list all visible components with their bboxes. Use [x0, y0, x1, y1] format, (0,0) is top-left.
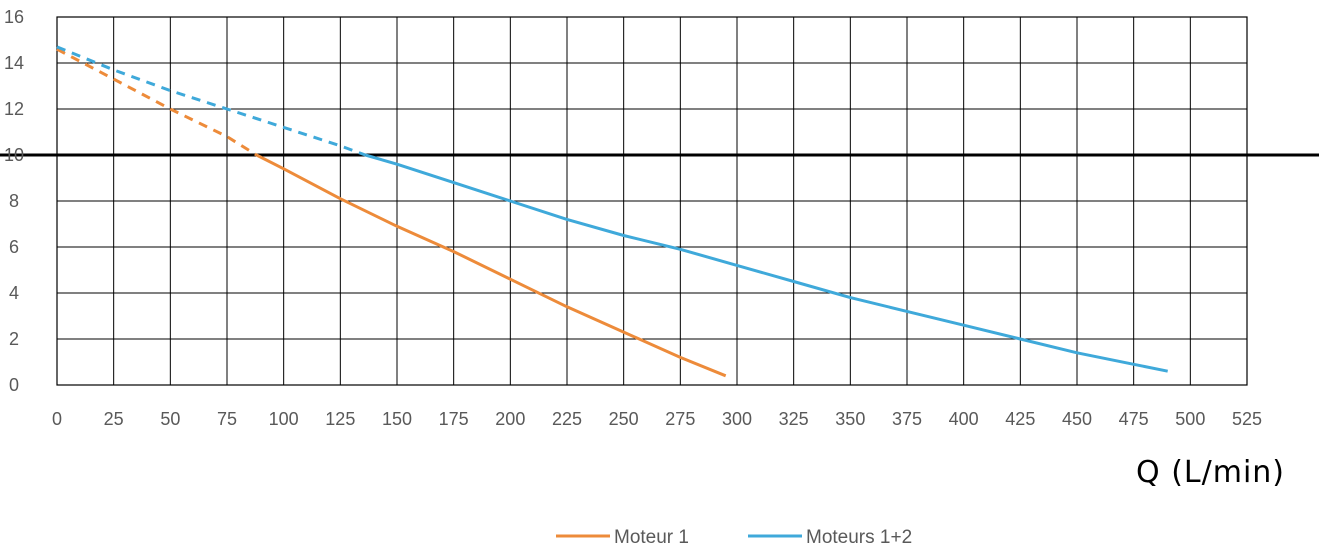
x-tick-label: 100 [269, 409, 299, 429]
y-tick-label: 6 [9, 237, 19, 257]
series-2-dashed-line [56, 45, 366, 157]
y-tick-label: 4 [9, 283, 19, 303]
x-tick-label: 475 [1119, 409, 1149, 429]
y-tick-label: 8 [9, 191, 19, 211]
x-tick-label: 125 [325, 409, 355, 429]
x-tick-labels: 0 25 50 75 100 125 150 175 200 225 250 275 300 325 350… [52, 409, 1262, 429]
x-tick-label: 375 [892, 409, 922, 429]
legend-label: Moteur 1 [614, 527, 689, 548]
y-tick-label: 12 [4, 99, 24, 119]
x-tick-label: 350 [835, 409, 865, 429]
x-tick-label: 200 [495, 409, 525, 429]
series-1-solid-line [255, 153, 727, 378]
series-1 [56, 47, 727, 378]
legend-label: Moteurs 1+2 [806, 527, 912, 548]
plot-border [56, 16, 1248, 386]
x-tick-label: 450 [1062, 409, 1092, 429]
x-tick-label: 0 [52, 409, 62, 429]
grid [56, 16, 1248, 386]
x-tick-label: 500 [1175, 409, 1205, 429]
series-1-dashed-line [56, 47, 258, 157]
y-tick-label: 2 [9, 329, 19, 349]
y-tick-label: 10 [4, 145, 24, 165]
x-tick-label: 325 [779, 409, 809, 429]
legend-item-2: Moteurs 1+2 [748, 527, 912, 548]
series-2 [56, 45, 1168, 373]
y-tick-labels: 0 2 4 6 8 10 12 14 16 [4, 7, 24, 395]
legend-item-1: Moteur 1 [556, 527, 689, 548]
x-tick-label: 150 [382, 409, 412, 429]
x-tick-label: 250 [609, 409, 639, 429]
x-tick-label: 225 [552, 409, 582, 429]
x-tick-label: 525 [1232, 409, 1262, 429]
y-tick-label: 14 [4, 53, 24, 73]
x-tick-label: 275 [665, 409, 695, 429]
series-2-solid-line [364, 153, 1168, 373]
x-tick-label: 75 [217, 409, 237, 429]
x-tick-label: 400 [949, 409, 979, 429]
x-tick-label: 25 [104, 409, 124, 429]
x-tick-label: 175 [439, 409, 469, 429]
x-tick-label: 50 [160, 409, 180, 429]
x-axis-label: Q (L/min) [1136, 455, 1285, 490]
series-layer [56, 45, 1168, 378]
x-tick-label: 300 [722, 409, 752, 429]
y-tick-label: 0 [9, 375, 19, 395]
y-tick-label: 16 [4, 7, 24, 27]
x-tick-label: 425 [1005, 409, 1035, 429]
legend: Moteur 1 Moteurs 1+2 [556, 527, 912, 548]
